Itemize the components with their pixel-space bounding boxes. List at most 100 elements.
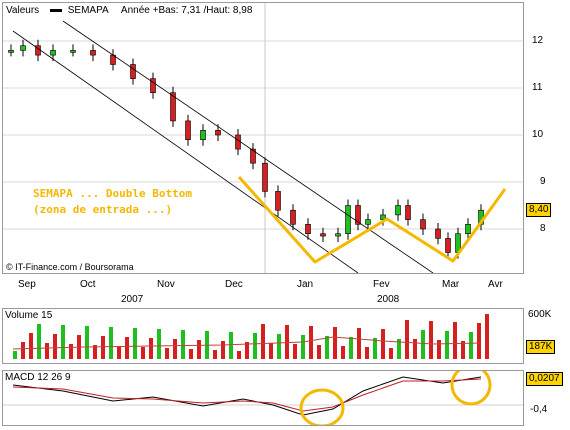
candle-body (262, 162, 268, 192)
month-oct: Oct (80, 279, 96, 290)
valeurs-label: Valeurs (6, 5, 40, 16)
volume-bar (445, 331, 449, 359)
volume-bar (13, 351, 17, 359)
volume-bar (101, 336, 105, 359)
annotation-line-2: (zona de entrada ...) (33, 203, 173, 216)
volume-bar (293, 344, 297, 359)
volume-bar (429, 321, 433, 359)
volume-bar (133, 328, 137, 359)
volume-bar (333, 327, 337, 359)
volume-bar (461, 341, 465, 359)
candle-body (8, 50, 14, 53)
volume-bar (125, 337, 129, 359)
candle-body (355, 205, 361, 225)
candle-body (395, 205, 401, 216)
candle-body (290, 209, 296, 225)
volume-bar (237, 351, 241, 359)
candle-body (380, 214, 386, 220)
volume-panel (2, 308, 524, 364)
volume-last-tag: 187K (526, 340, 556, 354)
price-tick-10: 10 (532, 129, 544, 140)
volume-bar (365, 347, 369, 359)
volume-bar (485, 314, 489, 359)
volume-bar (69, 344, 73, 359)
price-tick-11: 11 (532, 82, 543, 93)
copyright-label: © IT-Finance.com / Boursorama (6, 262, 134, 272)
volume-bar (245, 342, 249, 359)
month-fev: Fev (373, 279, 390, 290)
candle-body (20, 45, 26, 51)
series-legend-swatch (49, 8, 62, 12)
volume-bar (61, 325, 65, 359)
macd-last-tag: 0,0207 (526, 372, 563, 386)
volume-bar (21, 342, 25, 359)
volume-bar (373, 338, 377, 359)
volume-bar (397, 339, 401, 359)
volume-title: Volume 15 (5, 310, 53, 321)
candle-body (150, 78, 156, 93)
last-price-tag: 8,40 (526, 203, 552, 217)
volume-bar (189, 349, 193, 359)
candle-body (130, 64, 136, 79)
candle-body (320, 233, 326, 237)
macd-signal-line (12, 378, 482, 412)
month-avr: Avr (488, 279, 503, 290)
price-chart-panel (2, 2, 524, 274)
candle-body (90, 50, 96, 56)
candle-body (250, 148, 256, 164)
candle-body (445, 238, 451, 253)
year-2008: 2008 (377, 294, 400, 305)
volume-bar (197, 340, 201, 359)
year-2007: 2007 (121, 294, 144, 305)
candle-body (235, 134, 241, 150)
macd-cross-circle-2 (450, 364, 492, 406)
volume-chart (12, 314, 489, 359)
candle-body (170, 92, 176, 122)
macd-panel (2, 364, 524, 428)
candle-body (335, 233, 341, 237)
candle-body (200, 130, 206, 141)
volume-bar (149, 338, 153, 359)
volume-bar (173, 339, 177, 359)
volume-bar (421, 330, 425, 359)
price-chart (3, 3, 523, 274)
volume-bar (477, 323, 481, 359)
candle-body (345, 205, 351, 235)
volume-bar (349, 337, 353, 359)
volume-bar (317, 345, 321, 359)
volume-bar (381, 329, 385, 359)
volume-bar (277, 334, 281, 359)
month-jan: Jan (297, 279, 314, 290)
candle-body (275, 191, 281, 211)
candle-body (465, 224, 471, 235)
volume-average-line (12, 336, 482, 350)
volume-bar (405, 320, 409, 359)
volume-bar (301, 335, 305, 359)
double-bottom-w-line (237, 176, 507, 264)
macd-tick-neg04: -0,4 (530, 404, 548, 415)
candle-body (420, 219, 426, 230)
candle-body (405, 205, 411, 220)
volume-bar (117, 346, 121, 359)
annotation-line-1: SEMAPA ... Double Bottom (33, 187, 192, 200)
month-nov: Nov (157, 279, 175, 290)
month-sep: Sep (18, 279, 36, 290)
volume-bar (269, 343, 273, 359)
trend-line-lower (12, 30, 359, 274)
volume-bar (453, 322, 457, 359)
volume-bar (341, 346, 345, 359)
volume-bar (389, 348, 393, 359)
volume-bar (213, 350, 217, 359)
month-dec: Dec (225, 279, 243, 290)
volume-tick-600k: 600K (528, 309, 552, 320)
price-tick-8: 8 (540, 223, 546, 234)
macd-cross-circle-1 (299, 388, 345, 428)
price-tick-12: 12 (532, 35, 544, 46)
volume-bar (253, 333, 257, 359)
volume-bar (285, 325, 289, 359)
month-mar: Mar (442, 279, 460, 290)
volume-bar (157, 329, 161, 359)
volume-bar (165, 348, 169, 359)
volume-bar (229, 332, 233, 359)
price-tick-9: 9 (540, 176, 546, 187)
